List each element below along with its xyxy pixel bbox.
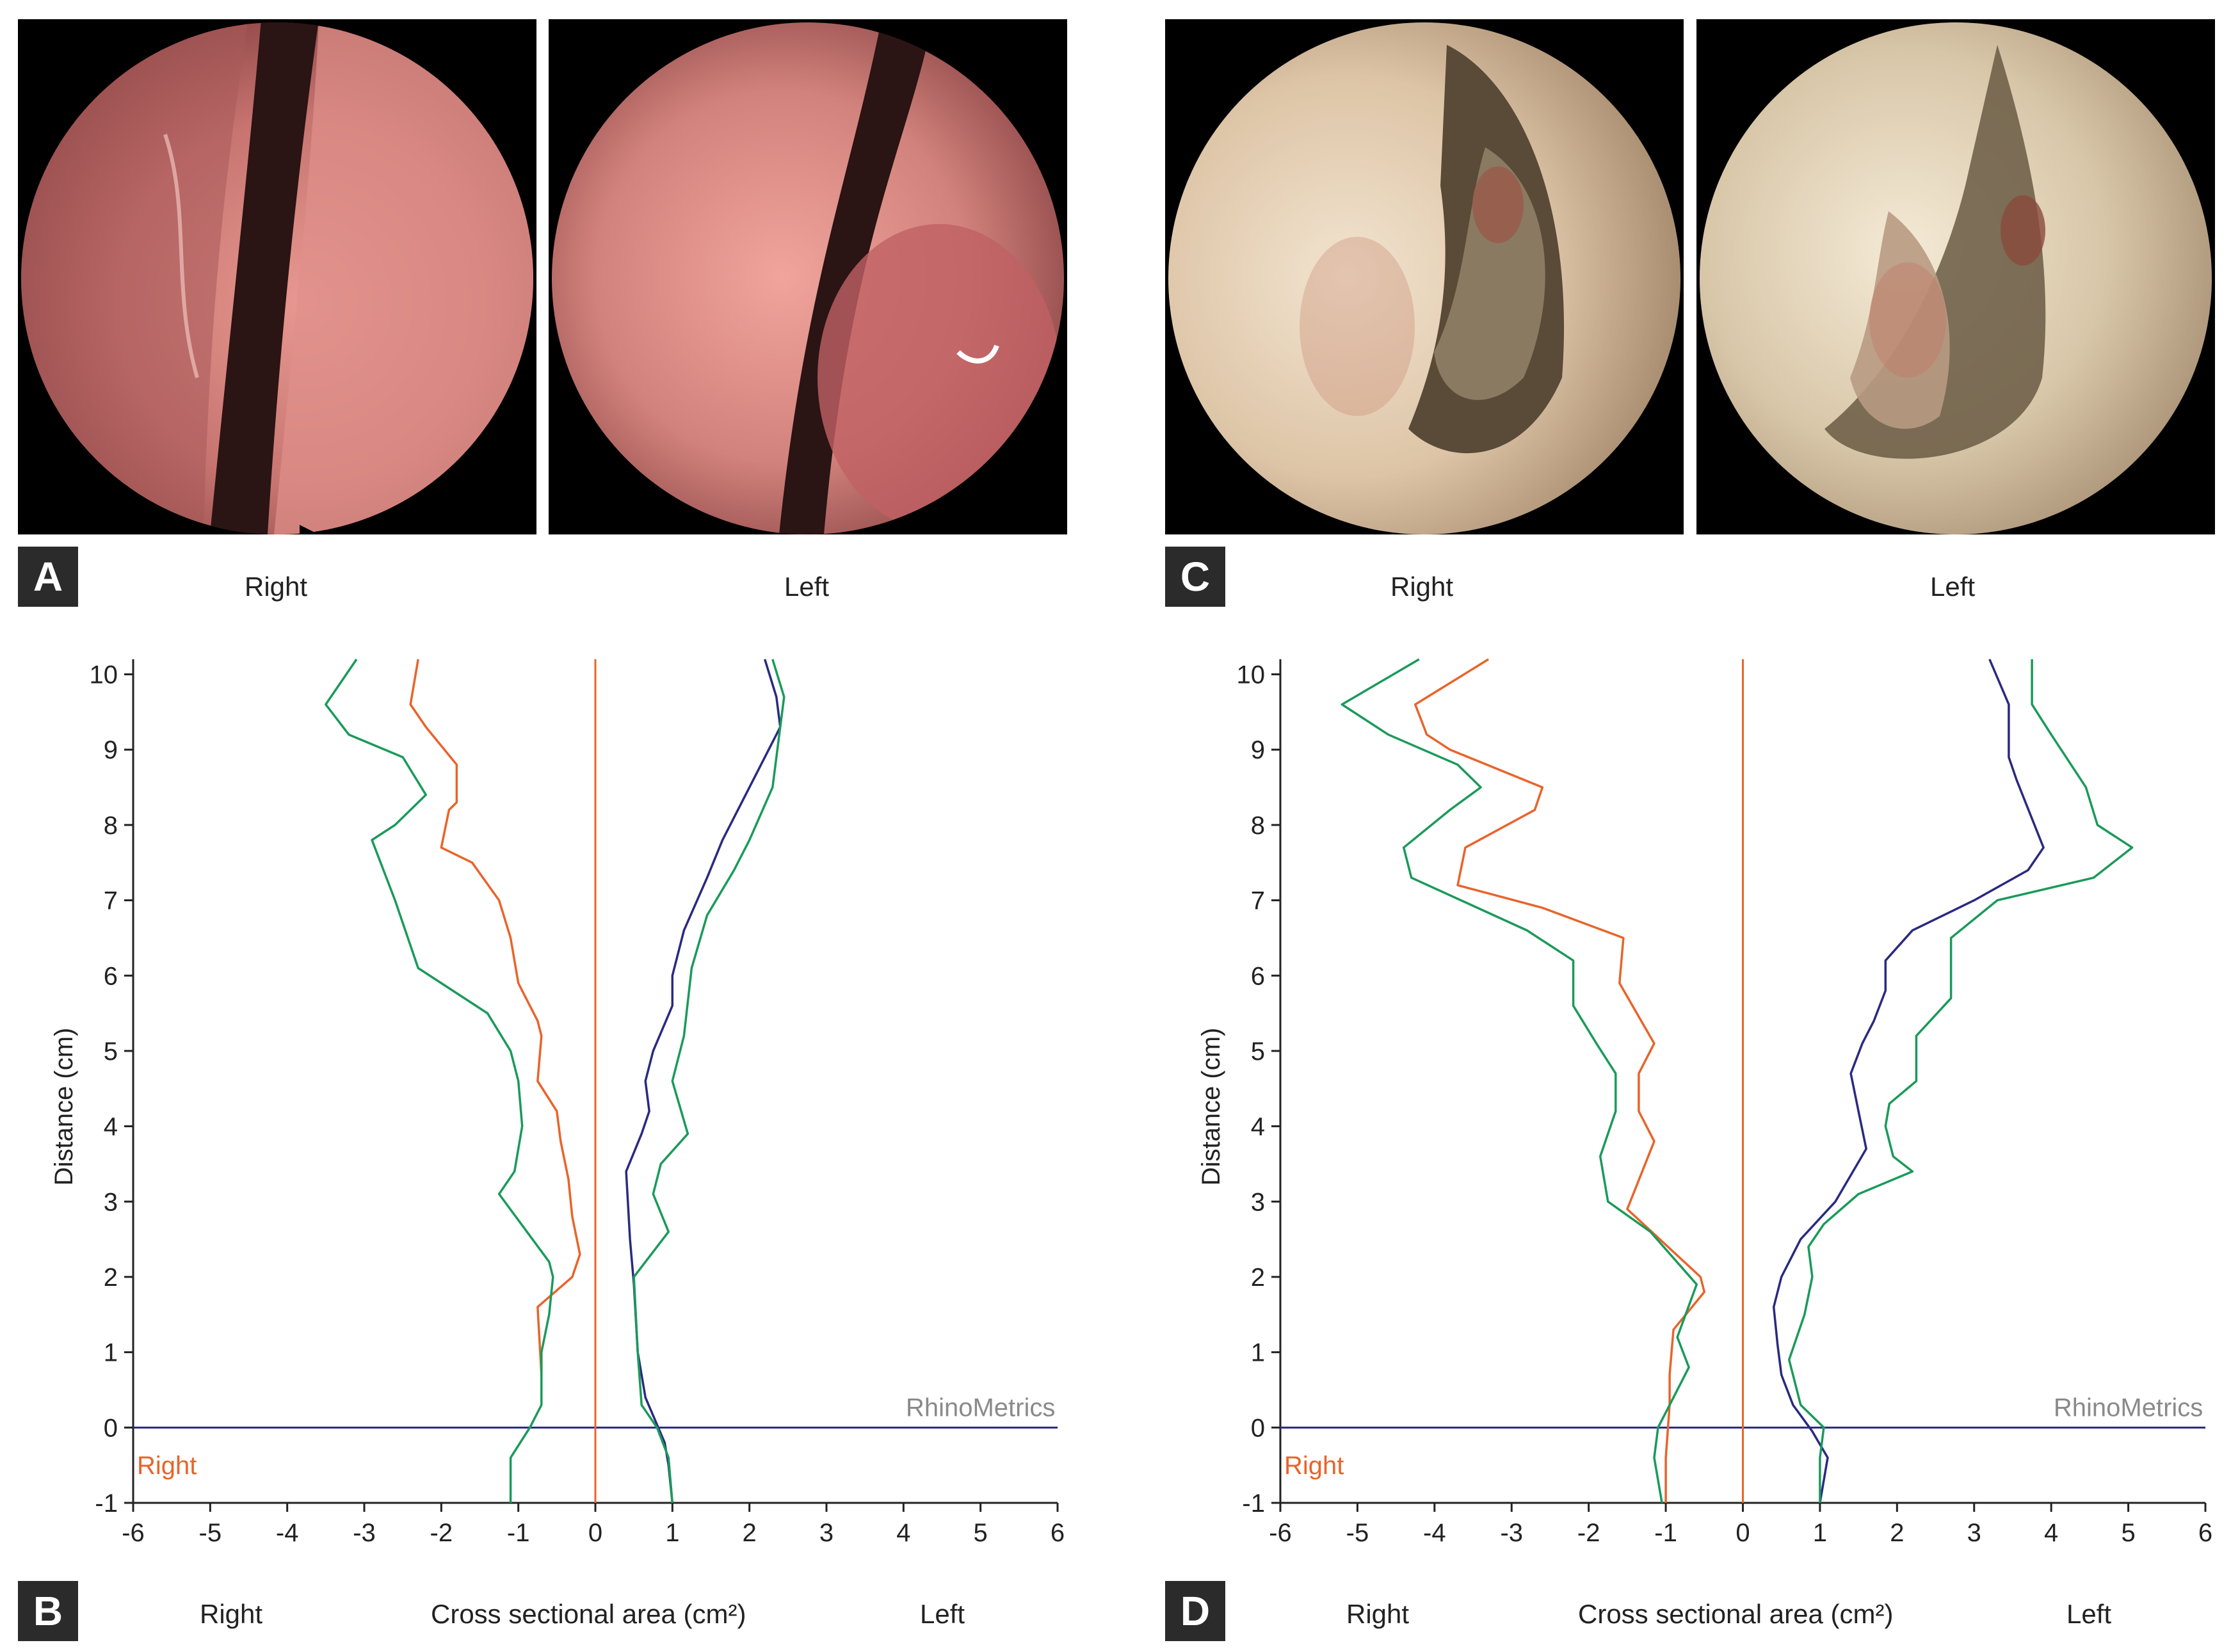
inner-right-label: Right bbox=[137, 1452, 197, 1480]
x-tick-label: 1 bbox=[1813, 1519, 1827, 1547]
x-tick-label: 0 bbox=[1736, 1519, 1750, 1547]
panel-a-left-label: Left bbox=[784, 572, 830, 602]
x-tick-label: 4 bbox=[2044, 1519, 2058, 1547]
panel-badge-c: C bbox=[1165, 547, 1225, 607]
x-tick-label: 2 bbox=[743, 1519, 757, 1547]
y-tick-label: 3 bbox=[104, 1188, 118, 1216]
y-tick-label: -1 bbox=[1242, 1489, 1265, 1518]
endoscopy-photo-c-right bbox=[1165, 19, 1684, 534]
x-tick-label: -2 bbox=[430, 1519, 453, 1547]
y-tick-label: 8 bbox=[1251, 812, 1265, 840]
series-right-orange-line bbox=[1414, 658, 1706, 1503]
x-tick-label: -5 bbox=[199, 1519, 222, 1547]
y-tick-label: 5 bbox=[1251, 1038, 1265, 1066]
y-tick-label: 9 bbox=[104, 736, 118, 764]
y-tick-label: 10 bbox=[1237, 661, 1266, 689]
panel-b-center-label: Cross sectional area (cm²) bbox=[431, 1599, 746, 1629]
y-tick-label: 4 bbox=[104, 1113, 118, 1141]
x-tick-label: 3 bbox=[1967, 1519, 1981, 1547]
series-right-green-line bbox=[1341, 658, 1698, 1504]
panel-badge-b: B bbox=[18, 1581, 78, 1641]
series-left-navy-line bbox=[1772, 659, 2045, 1504]
x-tick-label: 0 bbox=[588, 1519, 602, 1547]
y-tick-label: 1 bbox=[1251, 1339, 1265, 1367]
panel-d-right-label: Right bbox=[1346, 1599, 1410, 1629]
chart-b: -1 0 1 2 3 4 5 6 7 8 9 10 -6 -5 -4 -3 -2 -1 0 1 2 3 4 5 6 Distanc… bbox=[0, 640, 1101, 1600]
x-tick-label: -4 bbox=[276, 1519, 299, 1547]
y-tick-label: 7 bbox=[1251, 887, 1265, 915]
y-axis-label: Distance (cm) bbox=[1197, 1028, 1225, 1186]
panel-a-right-label: Right bbox=[245, 572, 308, 602]
chart-d: -1 0 1 2 3 4 5 6 7 8 9 10 -6 -5 -4 -3 -2 -1 0 1 2 3 4 5 6 Distanc… bbox=[1147, 640, 2231, 1600]
y-tick-label: 0 bbox=[104, 1414, 118, 1442]
panel-badge-a: A bbox=[18, 547, 78, 607]
y-tick-label: 6 bbox=[1251, 962, 1265, 990]
panel-d-center-label: Cross sectional area (cm²) bbox=[1578, 1599, 1894, 1629]
x-tick-label: 6 bbox=[2198, 1519, 2212, 1547]
x-tick-label: -1 bbox=[1654, 1519, 1677, 1547]
series-left-green-line bbox=[1787, 659, 2134, 1503]
x-tick-label: 1 bbox=[665, 1519, 679, 1547]
x-tick-label: -3 bbox=[1500, 1519, 1523, 1547]
y-tick-label: 1 bbox=[104, 1339, 118, 1367]
panel-c-left-label: Left bbox=[1930, 572, 1976, 602]
inner-right-label: Right bbox=[1284, 1452, 1344, 1480]
x-tick-label: 5 bbox=[2121, 1519, 2135, 1547]
watermark-label: RhinoMetrics bbox=[2054, 1393, 2203, 1422]
panel-b-left-label: Left bbox=[920, 1599, 965, 1629]
endoscopy-photo-c-left bbox=[1696, 19, 2215, 534]
y-tick-label: 2 bbox=[104, 1263, 118, 1292]
x-tick-label: -5 bbox=[1346, 1519, 1369, 1547]
y-tick-label: -1 bbox=[95, 1489, 118, 1518]
endoscopy-photo-a-right bbox=[18, 19, 536, 534]
endoscopy-photo-a-left bbox=[549, 19, 1067, 534]
acoustic-rhinometry-chart-d: -1 0 1 2 3 4 5 6 7 8 9 10 -6 -5 -4 -3 -2 -1 0 1 2 3 4 5 6 Distanc… bbox=[1197, 658, 2212, 1547]
y-tick-label: 7 bbox=[104, 887, 118, 915]
y-tick-label: 9 bbox=[1251, 736, 1265, 764]
x-tick-label: -6 bbox=[1269, 1519, 1292, 1547]
y-tick-label: 6 bbox=[104, 962, 118, 990]
x-tick-label: -4 bbox=[1423, 1519, 1446, 1547]
x-tick-label: 3 bbox=[819, 1519, 834, 1547]
acoustic-rhinometry-chart-b: -1 0 1 2 3 4 5 6 7 8 9 10 -6 -5 -4 -3 -2 -1 0 1 2 3 4 5 6 Distanc… bbox=[50, 659, 1065, 1547]
x-tick-label: -3 bbox=[353, 1519, 376, 1547]
y-axis-label: Distance (cm) bbox=[50, 1028, 78, 1186]
y-tick-label: 5 bbox=[104, 1038, 118, 1066]
panel-badge-d: D bbox=[1165, 1581, 1225, 1641]
y-tick-label: 2 bbox=[1251, 1263, 1265, 1292]
x-tick-label: -6 bbox=[122, 1519, 145, 1547]
x-tick-label: -2 bbox=[1577, 1519, 1600, 1547]
panel-b-right-label: Right bbox=[200, 1599, 263, 1629]
series-right-green-line bbox=[325, 659, 554, 1503]
series-left-navy-line bbox=[625, 659, 782, 1504]
y-tick-label: 0 bbox=[1251, 1414, 1265, 1442]
x-tick-label: 5 bbox=[974, 1519, 988, 1547]
series-right-orange-line bbox=[409, 659, 581, 1376]
watermark-label: RhinoMetrics bbox=[906, 1393, 1055, 1422]
x-tick-label: 6 bbox=[1051, 1519, 1065, 1547]
y-tick-label: 8 bbox=[104, 812, 118, 840]
series-left-green-line bbox=[632, 659, 785, 1504]
y-tick-label: 10 bbox=[90, 661, 118, 689]
x-tick-label: 2 bbox=[1890, 1519, 1904, 1547]
x-tick-label: 4 bbox=[896, 1519, 910, 1547]
panel-c-right-label: Right bbox=[1390, 572, 1454, 602]
x-tick-label: -1 bbox=[507, 1519, 530, 1547]
y-tick-label: 3 bbox=[1251, 1188, 1265, 1216]
panel-d-left-label: Left bbox=[2066, 1599, 2112, 1629]
y-tick-label: 4 bbox=[1251, 1113, 1265, 1141]
